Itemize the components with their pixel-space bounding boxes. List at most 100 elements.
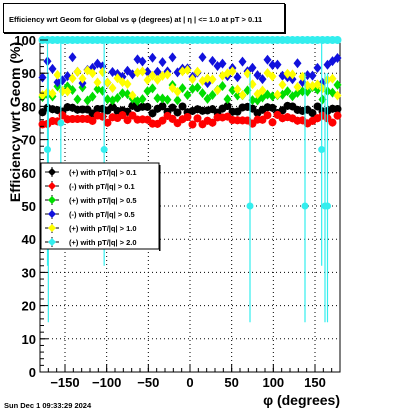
data-point <box>318 36 327 44</box>
data-point <box>58 86 67 97</box>
data-point <box>57 119 65 127</box>
data-point <box>138 94 147 105</box>
data-point <box>138 66 147 77</box>
data-point <box>278 70 287 81</box>
data-point <box>48 117 57 126</box>
data-point <box>273 89 282 100</box>
data-point <box>163 107 172 116</box>
data-point <box>313 62 322 73</box>
data-point <box>323 106 332 115</box>
data-point <box>203 36 212 44</box>
data-point <box>158 57 167 68</box>
data-point <box>298 86 307 97</box>
data-point <box>233 84 242 95</box>
data-point <box>83 36 92 44</box>
data-point <box>298 116 307 125</box>
data-point <box>83 115 92 124</box>
data-point <box>218 58 227 69</box>
legend-label: (+) with pT/|q| > 0.5 <box>69 196 137 205</box>
data-point <box>313 36 322 44</box>
data-point <box>128 111 137 120</box>
data-point <box>328 56 337 67</box>
data-point <box>263 103 272 112</box>
legend-marker <box>48 224 56 232</box>
data-point <box>108 82 117 93</box>
data-point <box>153 104 162 113</box>
data-point <box>133 115 142 124</box>
data-point <box>233 36 242 44</box>
data-point <box>100 146 108 154</box>
data-point <box>308 82 317 93</box>
data-point <box>73 36 82 44</box>
data-point <box>44 202 52 210</box>
data-point <box>168 83 177 94</box>
data-point <box>288 102 297 111</box>
data-point <box>228 62 237 73</box>
data-point <box>123 116 132 125</box>
y-tick-label: 30 <box>22 265 36 280</box>
data-point <box>223 94 232 105</box>
data-point <box>188 120 197 129</box>
legend-label: (+) with pT/|q| > 0.1 <box>69 168 137 177</box>
x-tick-label: 0 <box>186 375 193 390</box>
data-point <box>58 86 67 97</box>
data-point <box>148 119 157 128</box>
data-point <box>158 102 167 111</box>
data-point <box>98 112 107 121</box>
data-point <box>328 104 337 113</box>
data-point <box>278 114 287 123</box>
data-point <box>68 73 77 84</box>
data-point <box>328 73 337 84</box>
data-point <box>98 36 107 44</box>
data-point <box>53 77 62 88</box>
data-point <box>223 112 232 121</box>
data-point <box>238 36 247 44</box>
data-point <box>83 95 92 106</box>
x-axis-title: φ (degrees) <box>263 392 340 408</box>
y-tick-label: 60 <box>22 166 36 181</box>
data-point <box>108 113 117 122</box>
data-point <box>78 36 87 44</box>
data-point <box>203 78 212 89</box>
data-point <box>183 113 192 122</box>
data-point <box>223 71 232 82</box>
data-point <box>44 146 51 154</box>
legend-marker <box>48 182 56 190</box>
data-point <box>223 102 232 111</box>
data-point <box>223 36 232 44</box>
data-point <box>148 52 157 63</box>
data-point <box>103 118 112 127</box>
data-point <box>243 116 252 125</box>
data-point <box>173 119 182 128</box>
data-point <box>324 202 331 210</box>
data-point <box>53 69 62 80</box>
data-point <box>288 114 297 123</box>
data-point <box>123 65 132 76</box>
data-point <box>308 116 317 125</box>
data-point <box>208 105 217 114</box>
data-point <box>53 81 62 92</box>
data-point <box>188 106 197 115</box>
data-point <box>321 202 329 210</box>
data-point <box>228 85 237 96</box>
data-point <box>38 36 47 44</box>
legend-marker <box>48 210 56 218</box>
data-point <box>38 89 47 100</box>
data-point <box>153 93 162 104</box>
data-point <box>53 117 62 126</box>
data-point <box>168 36 177 44</box>
data-point <box>328 118 337 127</box>
data-point <box>238 103 247 112</box>
data-point <box>323 36 332 44</box>
data-point <box>38 120 47 129</box>
data-point <box>123 36 132 44</box>
data-point <box>203 116 212 125</box>
data-point <box>168 52 177 63</box>
data-point <box>293 116 302 125</box>
data-point <box>258 105 267 114</box>
data-point <box>143 66 152 77</box>
data-point <box>178 63 187 74</box>
y-tick-label: 20 <box>22 299 36 314</box>
data-point <box>258 115 267 124</box>
